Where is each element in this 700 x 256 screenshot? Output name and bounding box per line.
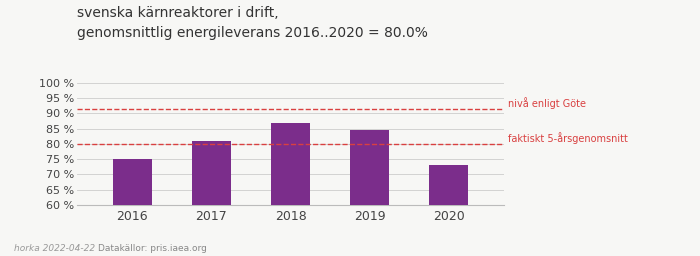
Bar <box>271 123 310 256</box>
Text: svenska kärnreaktorer i drift,
genomsnittlig energileverans 2016..2020 = 80.0%: svenska kärnreaktorer i drift, genomsnit… <box>77 6 428 40</box>
Bar <box>192 141 231 256</box>
Text: nivå enligt Göte: nivå enligt Göte <box>508 97 587 109</box>
Bar <box>429 165 468 256</box>
Text: Datakällor: pris.iaea.org: Datakällor: pris.iaea.org <box>98 244 207 253</box>
Bar <box>113 159 152 256</box>
Text: faktiskt 5-årsgenomsnitt: faktiskt 5-årsgenomsnitt <box>508 132 628 144</box>
Bar <box>350 130 389 256</box>
Text: horka 2022-04-22: horka 2022-04-22 <box>14 244 95 253</box>
